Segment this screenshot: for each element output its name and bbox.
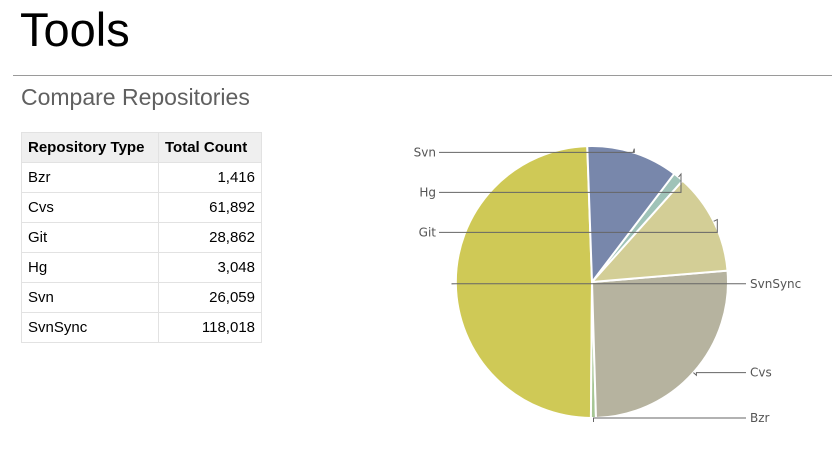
repository-type-cell: Svn: [21, 282, 159, 313]
table-row: SvnSync 118,018: [21, 312, 262, 343]
total-count-cell: 3,048: [158, 252, 262, 283]
repository-type-cell: Cvs: [21, 192, 159, 223]
pie-label-hg: Hg: [419, 185, 436, 199]
pie-label-svnsync: SvnSync: [750, 277, 801, 291]
pie-label-cvs: Cvs: [750, 366, 772, 380]
pie-label-git: Git: [419, 225, 437, 239]
table-row: Git 28,862: [21, 222, 262, 253]
repository-type-cell: Bzr: [21, 162, 159, 193]
section-title: Compare Repositories: [21, 84, 250, 110]
pie-slice-svn: [586, 145, 676, 283]
pie-slices: [454, 145, 729, 420]
pie-labels: SvnSync Bzr Cvs Git Hg Svn: [414, 145, 802, 425]
column-header-repository-type: Repository Type: [21, 132, 159, 163]
total-count-cell: 1,416: [158, 162, 262, 193]
leader-line-svn: [439, 148, 635, 153]
table-header-row: Repository Type Total Count: [21, 132, 262, 163]
pie-leader-lines: [439, 148, 746, 422]
pie-label-svn: Svn: [414, 145, 436, 159]
pie-slice-git: [591, 179, 729, 283]
table-row: Svn 26,059: [21, 282, 262, 313]
repository-table: Repository Type Total Count Bzr 1,416 Cv…: [21, 132, 262, 343]
table-row: Hg 3,048: [21, 252, 262, 283]
total-count-cell: 61,892: [158, 192, 262, 223]
column-header-total-count: Total Count: [158, 132, 262, 163]
page-title: Tools: [20, 3, 130, 56]
leader-line-bzr: [593, 417, 746, 422]
title-divider: [13, 75, 832, 76]
pie-slice-svnsync: [454, 145, 593, 419]
table-row: Cvs 61,892: [21, 192, 262, 223]
leader-line-hg: [439, 172, 682, 193]
table-row: Bzr 1,416: [21, 162, 262, 193]
pie-slice-cvs: [591, 269, 729, 419]
repository-type-cell: Hg: [21, 252, 159, 283]
repository-type-cell: SvnSync: [21, 312, 159, 343]
pie-slice-bzr: [589, 281, 597, 420]
pie-label-bzr: Bzr: [750, 411, 770, 425]
leader-line-git: [439, 218, 718, 233]
pie-slice-hg: [591, 172, 684, 283]
leader-line-cvs: [693, 372, 746, 377]
total-count-cell: 26,059: [158, 282, 262, 313]
total-count-cell: 118,018: [158, 312, 262, 343]
total-count-cell: 28,862: [158, 222, 262, 253]
repository-type-cell: Git: [21, 222, 159, 253]
